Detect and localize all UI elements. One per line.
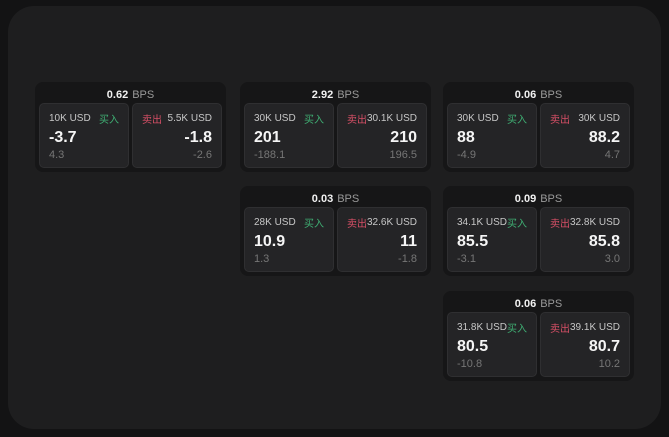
spread-unit: BPS [337,192,360,205]
sell-price: 210 [390,129,417,146]
buy-label: 买入 [507,219,528,230]
buy-sub-value: -3.1 [457,253,476,265]
sell-price: 85.8 [588,233,620,250]
sell-amount: 30K USD [578,113,620,124]
quote-card-3: 0.06 BPS 30K USD 买入 88 -4.9 卖出 30K USD [443,82,634,172]
buy-label: 买入 [304,115,324,126]
sell-label: 卖出 [550,219,570,230]
spread-header: 0.06 BPS [447,295,630,312]
sell-amount: 39.1K USD [569,322,621,333]
buy-amount: 30K USD [254,113,296,124]
spread-header: 0.09 BPS [447,190,630,207]
buy-price: 88 [457,129,475,146]
sell-quote-tile[interactable]: 卖出 32.6K USD 11 -1.8 [337,207,427,272]
sell-quote-tile[interactable]: 卖出 30.1K USD 210 196.5 [337,103,427,168]
quote-card-4: 0.03 BPS 28K USD 买入 10.9 1.3 卖出 32.6K US… [240,186,431,276]
buy-quote-tile[interactable]: 30K USD 买入 201 -188.1 [244,103,334,168]
sell-label: 卖出 [347,219,367,230]
buy-quote-tile[interactable]: 34.1K USD 买入 85.5 -3.1 [447,207,537,272]
sell-sub-value: 4.7 [604,149,620,161]
buy-amount: 28K USD [254,217,296,228]
sell-label: 卖出 [550,324,570,335]
buy-price: 85.5 [457,233,489,250]
buy-quote-tile[interactable]: 10K USD 买入 -3.7 4.3 [39,103,129,168]
spread-header: 0.62 BPS [39,86,222,103]
spread-value: 0.09 [514,192,537,205]
sell-amount: 5.5K USD [167,113,212,124]
quotes-page: 0.62 BPS 10K USD 买入 -3.7 4.3 卖出 5.5K USD [8,6,661,429]
sell-sub-value: -1.8 [398,253,417,265]
spread-unit: BPS [540,297,563,310]
spread-header: 2.92 BPS [244,86,427,103]
sell-sub-value: 3.0 [604,253,620,265]
sell-amount: 32.8K USD [569,217,621,228]
buy-amount: 31.8K USD [457,322,508,333]
sell-price: 11 [400,233,417,250]
buy-amount: 30K USD [457,113,499,124]
buy-price: 201 [254,129,281,146]
quote-card-6: 0.06 BPS 31.8K USD 买入 80.5 -10.8 卖出 39.1… [443,291,634,381]
sell-price: -1.8 [184,129,212,146]
sell-price: 88.2 [588,129,620,146]
sell-sub-value: -2.6 [193,149,212,161]
sell-label: 卖出 [550,115,570,126]
sell-label: 卖出 [347,115,367,126]
quote-card-2: 2.92 BPS 30K USD 买入 201 -188.1 卖出 30.1K … [240,82,431,172]
buy-quote-tile[interactable]: 30K USD 买入 88 -4.9 [447,103,537,168]
sell-amount: 32.6K USD [366,217,418,228]
quote-card-1: 0.62 BPS 10K USD 买入 -3.7 4.3 卖出 5.5K USD [35,82,226,172]
buy-sub-value: -4.9 [457,149,476,161]
spread-value: 2.92 [311,88,334,101]
quote-card-5: 0.09 BPS 34.1K USD 买入 85.5 -3.1 卖出 32.8K… [443,186,634,276]
spread-value: 0.03 [311,192,334,205]
buy-sub-value: -188.1 [254,149,286,161]
sell-quote-tile[interactable]: 卖出 30K USD 88.2 4.7 [540,103,630,168]
sell-quote-tile[interactable]: 卖出 39.1K USD 80.7 10.2 [540,312,630,377]
sell-quote-tile[interactable]: 卖出 5.5K USD -1.8 -2.6 [132,103,222,168]
spread-value: 0.06 [514,297,537,310]
buy-price: -3.7 [49,129,77,146]
sell-label: 卖出 [142,115,162,126]
sell-sub-value: 10.2 [598,358,620,370]
buy-label: 买入 [507,115,527,126]
sell-price: 80.7 [588,338,620,355]
buy-amount: 10K USD [49,113,91,124]
spread-header: 0.03 BPS [244,190,427,207]
sell-amount: 30.1K USD [366,113,418,124]
spread-unit: BPS [540,192,563,205]
buy-quote-tile[interactable]: 31.8K USD 买入 80.5 -10.8 [447,312,537,377]
spread-unit: BPS [337,88,360,101]
sell-quote-tile[interactable]: 卖出 32.8K USD 85.8 3.0 [540,207,630,272]
buy-label: 买入 [507,324,528,335]
buy-sub-value: 1.3 [254,253,270,265]
buy-price: 10.9 [254,233,286,250]
spread-value: 0.62 [106,88,129,101]
buy-amount: 34.1K USD [457,217,508,228]
buy-quote-tile[interactable]: 28K USD 买入 10.9 1.3 [244,207,334,272]
spread-header: 0.06 BPS [447,86,630,103]
spread-unit: BPS [540,88,563,101]
sell-sub-value: 196.5 [389,149,417,161]
spread-unit: BPS [132,88,155,101]
buy-sub-value: -10.8 [457,358,483,370]
spread-value: 0.06 [514,88,537,101]
buy-label: 买入 [99,115,119,126]
buy-label: 买入 [304,219,324,230]
buy-sub-value: 4.3 [49,149,65,161]
buy-price: 80.5 [457,338,489,355]
